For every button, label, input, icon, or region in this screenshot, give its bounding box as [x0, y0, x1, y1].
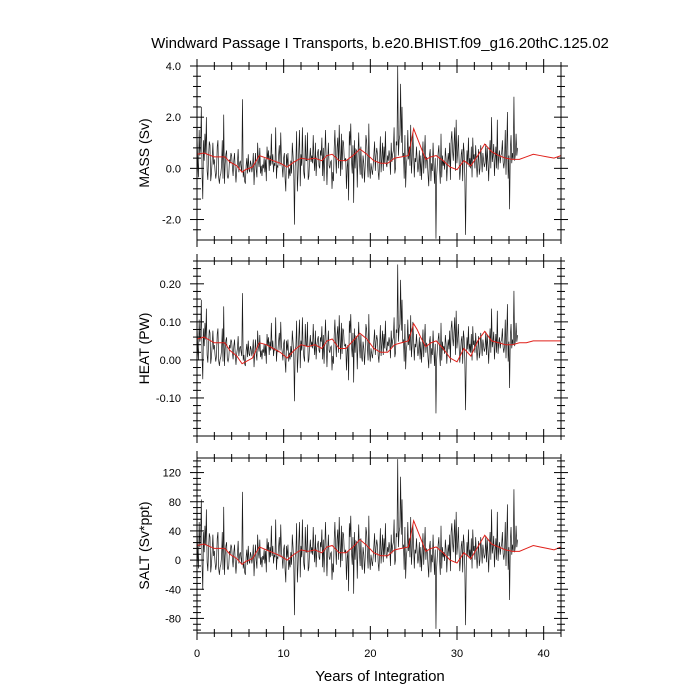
y-axis-label: SALT (Sv*ppt)	[136, 501, 152, 589]
series-monthly-line	[197, 459, 518, 629]
x-tick-label: 40	[538, 648, 550, 660]
y-tick-label: 0.00	[160, 355, 181, 367]
x-tick-label: 10	[278, 648, 290, 660]
panels: -2.0 0.0 2.0 4.0 MASS (Sv) -0.10 0.00 0.10 0.20 H…	[136, 59, 568, 660]
panel-salt: -80 -40 0 40 80 120 0 10 20 30 40 SALT (Sv*ppt)	[136, 451, 568, 660]
series-smoothed-line	[197, 126, 561, 173]
y-tick-label: -2.0	[162, 215, 181, 227]
x-tick-label: 20	[364, 648, 376, 660]
y-tick-label: -40	[165, 584, 181, 596]
y-tick-label: 0.20	[160, 279, 181, 291]
panel-mass: -2.0 0.0 2.0 4.0 MASS (Sv)	[136, 59, 568, 247]
y-tick-label: 40	[169, 526, 181, 538]
y-tick-label: -0.10	[156, 393, 181, 405]
series-monthly-line	[197, 264, 518, 414]
series-smoothed-line	[197, 322, 561, 365]
x-tick-label: 30	[451, 648, 463, 660]
y-tick-label: 4.0	[166, 61, 181, 73]
x-axis-label: Years of Integration	[315, 668, 445, 685]
y-tick-label: 80	[169, 497, 181, 509]
plot-frame	[196, 65, 562, 241]
y-tick-label: 2.0	[166, 112, 181, 124]
series-smoothed-line	[197, 518, 561, 566]
y-tick-label: 0.10	[160, 317, 181, 329]
x-tick-label: 0	[194, 648, 200, 660]
y-tick-label: -80	[165, 613, 181, 625]
chart-title: Windward Passage I Transports, b.e20.BHI…	[151, 35, 609, 52]
panel-heat: -0.10 0.00 0.10 0.20 HEAT (PW)	[136, 254, 568, 443]
y-axis-label: HEAT (PW)	[136, 313, 152, 385]
y-axis-label: MASS (Sv)	[136, 118, 152, 187]
y-tick-label: 120	[163, 468, 181, 480]
plot-frame	[196, 260, 562, 437]
y-tick-label: 0	[175, 555, 181, 567]
y-tick-label: 0.0	[166, 163, 181, 175]
series-monthly-line	[197, 66, 518, 239]
plot-frame	[196, 457, 562, 634]
